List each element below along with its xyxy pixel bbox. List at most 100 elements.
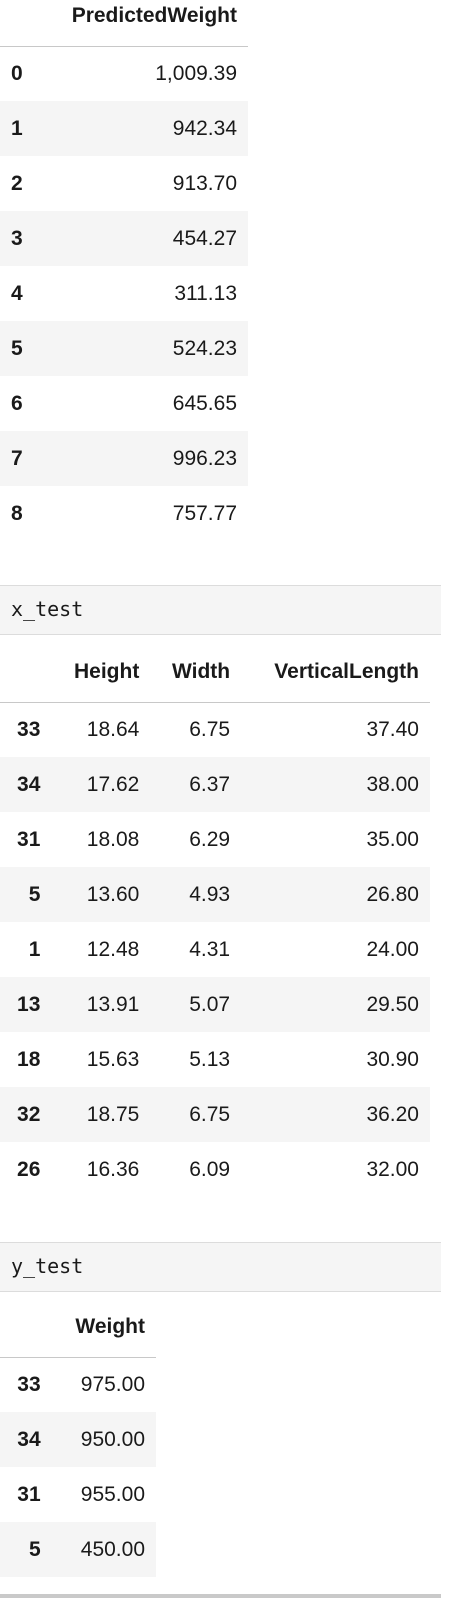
table-row: 3 454.27 xyxy=(0,211,248,266)
table-row: 34 17.62 6.37 38.00 xyxy=(0,757,430,812)
table-header-row: PredictedWeight xyxy=(0,0,248,47)
table-row: 5 13.60 4.93 26.80 xyxy=(0,867,430,922)
code-text: x_test xyxy=(11,597,84,621)
table-header-row: Weight xyxy=(0,1311,156,1358)
table-cell: 6.75 xyxy=(189,717,231,741)
predicted-weight-table: PredictedWeight 0 1,009.39 1 942.34 2 913.70 3… xyxy=(0,0,248,541)
row-index: 13 xyxy=(17,992,41,1016)
table-cell: 6.37 xyxy=(189,772,231,796)
row-index: 34 xyxy=(17,772,41,796)
column-header: VerticalLength xyxy=(241,656,430,703)
table-row: 8 757.77 xyxy=(0,486,248,541)
x-test-table: Height Width VerticalLength 33 18.64 6.75 37.… xyxy=(0,656,430,1197)
table-cell: 18.64 xyxy=(86,717,140,741)
table-cell: 1,009.39 xyxy=(155,61,237,85)
table-cell: 26.80 xyxy=(366,882,419,906)
code-cell-x-test[interactable]: x_test xyxy=(0,585,441,635)
table-cell: 29.50 xyxy=(366,992,419,1016)
table-row: 31 955.00 xyxy=(0,1467,156,1522)
row-index: 31 xyxy=(17,827,41,851)
table-row: 33 975.00 xyxy=(0,1357,156,1412)
table-cell: 955.00 xyxy=(80,1482,145,1506)
table-cell: 4.31 xyxy=(189,937,231,961)
table-cell: 36.20 xyxy=(366,1102,419,1126)
row-index: 33 xyxy=(17,717,41,741)
table-cell: 35.00 xyxy=(366,827,419,851)
table-cell: 757.77 xyxy=(172,501,237,525)
table-row: 34 950.00 xyxy=(0,1412,156,1467)
row-index: 34 xyxy=(17,1427,41,1451)
row-index: 7 xyxy=(11,446,23,470)
code-cell-y-test[interactable]: y_test xyxy=(0,1242,441,1292)
table-cell: 311.13 xyxy=(174,281,237,305)
table-cell: 13.60 xyxy=(86,882,140,906)
table-cell: 942.34 xyxy=(172,116,237,140)
column-header: Width xyxy=(150,656,242,703)
row-index: 6 xyxy=(11,391,23,415)
row-index: 1 xyxy=(11,116,23,140)
column-header: Weight xyxy=(51,1311,156,1358)
table-cell: 38.00 xyxy=(366,772,419,796)
row-index: 5 xyxy=(11,336,23,360)
table-row: 13 13.91 5.07 29.50 xyxy=(0,977,430,1032)
row-index: 8 xyxy=(11,501,23,525)
table-cell: 950.00 xyxy=(80,1427,145,1451)
table-cell: 5.07 xyxy=(189,992,231,1016)
table-row: 4 311.13 xyxy=(0,266,248,321)
table-cell: 975.00 xyxy=(80,1372,145,1396)
table-row: 32 18.75 6.75 36.20 xyxy=(0,1087,430,1142)
index-header xyxy=(0,0,40,47)
table-cell: 6.29 xyxy=(189,827,231,851)
table-cell: 5.13 xyxy=(189,1047,231,1071)
table-cell: 13.91 xyxy=(86,992,140,1016)
table-cell: 18.08 xyxy=(86,827,140,851)
table-row: 1 942.34 xyxy=(0,101,248,156)
row-index: 0 xyxy=(11,61,23,85)
table-cell: 4.93 xyxy=(189,882,231,906)
row-index: 26 xyxy=(17,1157,41,1181)
table-cell: 18.75 xyxy=(86,1102,140,1126)
column-header: Height xyxy=(51,656,151,703)
table-cell: 454.27 xyxy=(172,226,237,250)
horizontal-scrollbar[interactable] xyxy=(0,1594,441,1598)
row-index: 5 xyxy=(28,882,41,906)
code-text: y_test xyxy=(11,1254,84,1278)
table-row: 5 450.00 xyxy=(0,1522,156,1577)
table-cell: 32.00 xyxy=(366,1157,419,1181)
table-cell: 24.00 xyxy=(366,937,419,961)
table-row: 5 524.23 xyxy=(0,321,248,376)
table-header-row: Height Width VerticalLength xyxy=(0,656,430,703)
index-header xyxy=(0,656,52,703)
column-header: PredictedWeight xyxy=(40,0,248,47)
table-row: 7 996.23 xyxy=(0,431,248,486)
table-row: 31 18.08 6.29 35.00 xyxy=(0,812,430,867)
table-cell: 37.40 xyxy=(366,717,419,741)
table-cell: 524.23 xyxy=(172,336,237,360)
table-row: 26 16.36 6.09 32.00 xyxy=(0,1142,430,1197)
row-index: 1 xyxy=(28,937,41,961)
row-index: 31 xyxy=(17,1482,41,1506)
table-row: 18 15.63 5.13 30.90 xyxy=(0,1032,430,1087)
row-index: 18 xyxy=(17,1047,41,1071)
index-header xyxy=(0,1311,52,1358)
row-index: 32 xyxy=(17,1102,41,1126)
table-row: 2 913.70 xyxy=(0,156,248,211)
table-row: 0 1,009.39 xyxy=(0,46,248,101)
table-cell: 12.48 xyxy=(86,937,140,961)
table-cell: 6.75 xyxy=(189,1102,231,1126)
table-cell: 6.09 xyxy=(189,1157,231,1181)
row-index: 3 xyxy=(11,226,23,250)
table-cell: 450.00 xyxy=(80,1537,145,1561)
table-row: 33 18.64 6.75 37.40 xyxy=(0,702,430,757)
row-index: 33 xyxy=(17,1372,41,1396)
table-cell: 17.62 xyxy=(86,772,140,796)
table-row: 1 12.48 4.31 24.00 xyxy=(0,922,430,977)
y-test-table: Weight 33 975.00 34 950.00 31 955.00 5 450.00 xyxy=(0,1311,156,1577)
table-cell: 30.90 xyxy=(366,1047,419,1071)
table-cell: 996.23 xyxy=(172,446,237,470)
table-cell: 16.36 xyxy=(86,1157,140,1181)
table-row: 6 645.65 xyxy=(0,376,248,431)
table-cell: 645.65 xyxy=(172,391,237,415)
row-index: 2 xyxy=(11,171,23,195)
